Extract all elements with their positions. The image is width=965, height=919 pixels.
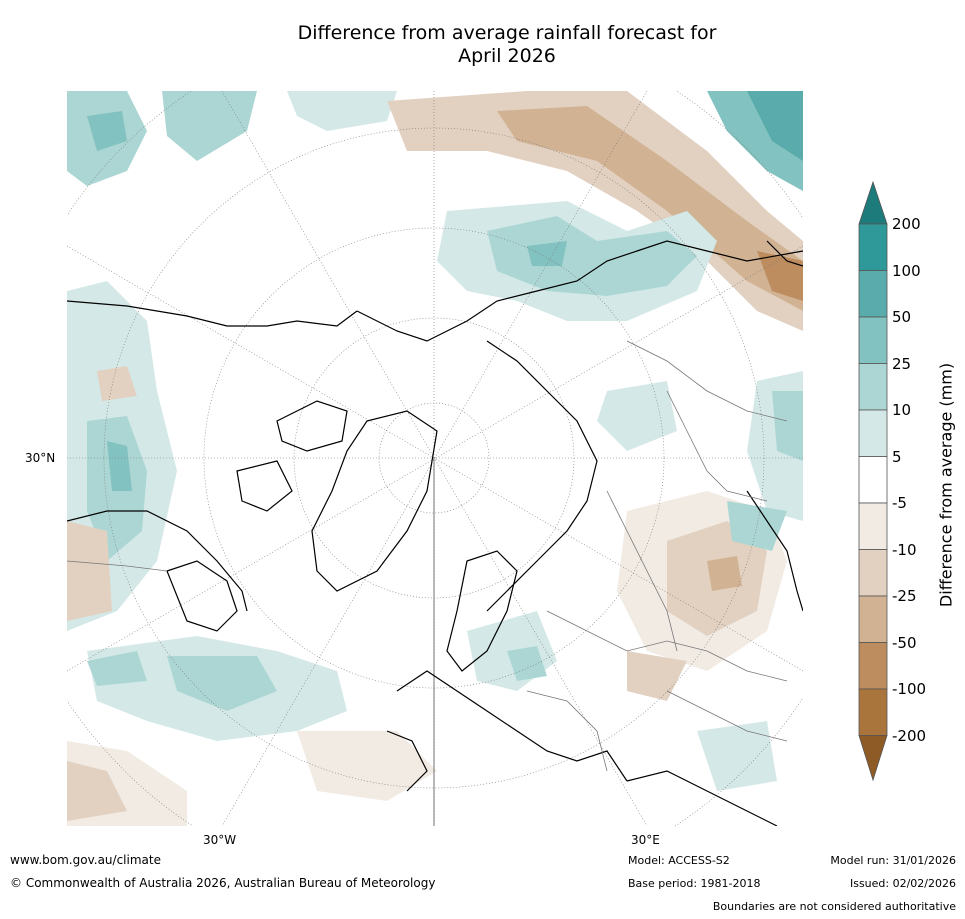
anomaly-region (747, 91, 803, 161)
anomaly-region (67, 521, 112, 621)
anomaly-fill-layer (67, 91, 803, 826)
coastline-arctic-canada (276, 400, 348, 452)
anomaly-region (87, 111, 127, 151)
model-name: Model: ACCESS-S2 (628, 854, 730, 867)
anomaly-region (497, 106, 803, 311)
colorbar-bin (858, 409, 888, 457)
colorbar-tick-label: -10 (892, 541, 917, 559)
colorbar-bin (858, 642, 888, 690)
coastline-north-america (166, 560, 238, 632)
coastline-scandinavia (446, 550, 518, 672)
colorbar (857, 180, 957, 785)
base-period: Base period: 1981-2018 (628, 877, 761, 890)
coastline-arctic-canada (236, 460, 293, 512)
meridian (67, 245, 803, 672)
colorbar-tick-label: -25 (892, 587, 917, 605)
map-title: Difference from average rainfall forecas… (67, 22, 947, 68)
anomaly-region (387, 91, 803, 331)
meridian (221, 91, 648, 826)
anomaly-region (597, 381, 677, 451)
anomaly-region (87, 651, 147, 686)
copyright-text: © Commonwealth of Australia 2026, Austra… (10, 876, 436, 890)
coastline-europe (626, 770, 778, 826)
anomaly-region (772, 391, 803, 461)
colorbar-extend-bottom (858, 735, 888, 782)
colorbar-bin (858, 549, 888, 597)
lon-label-30w: 30°W (203, 833, 237, 847)
colorbar-bin (858, 456, 888, 504)
coastline-europe (386, 670, 628, 792)
colorbar-tick-label: -100 (892, 680, 927, 698)
border (606, 490, 678, 652)
anomaly-region (287, 91, 397, 131)
coastline-greenland (311, 410, 438, 592)
anomaly-region (627, 651, 687, 701)
coastline-asia-east (746, 490, 803, 612)
colorbar-tick-label: 10 (892, 401, 912, 419)
border (546, 610, 788, 682)
colorbar-tick-label: -5 (892, 494, 907, 512)
anomaly-region (97, 366, 137, 401)
border (666, 690, 788, 742)
lat-label-30n: 30°N (25, 451, 56, 465)
anomaly-region (167, 656, 277, 711)
coastline-eurasia (486, 340, 598, 612)
title-line-2: April 2026 (458, 45, 556, 67)
colorbar-svg (858, 180, 888, 782)
anomaly-region (727, 501, 787, 551)
border (526, 690, 608, 772)
colorbar-title: Difference from average (mm) (936, 362, 956, 608)
colorbar-tick-label: 25 (892, 355, 912, 373)
colorbar-bin (858, 316, 888, 364)
anomaly-region (297, 731, 437, 801)
colorbar-tick-label: 200 (892, 215, 921, 233)
colorbar-tick-label: 100 (892, 262, 921, 280)
border (666, 390, 768, 502)
issued-date: Issued: 02/02/2026 (849, 877, 956, 890)
border (626, 340, 788, 422)
anomaly-region (162, 91, 257, 161)
anomaly-region (707, 556, 742, 591)
colorbar-bin (858, 502, 888, 550)
colorbar-bin (858, 595, 888, 643)
website-link[interactable]: www.bom.gov.au/climate (10, 853, 161, 867)
colorbar-bin (858, 688, 888, 736)
colorbar-tick-label: 5 (892, 448, 902, 466)
colorbar-tick-label: -50 (892, 634, 917, 652)
border (67, 560, 168, 572)
colorbar-extend-top (858, 180, 888, 225)
coastline-eurasia (356, 240, 803, 342)
anomaly-region (487, 216, 697, 296)
meridian (221, 91, 648, 826)
anomaly-region (107, 441, 132, 491)
coastlines (67, 240, 803, 826)
anomaly-region (527, 241, 567, 266)
colorbar-tick-label: 50 (892, 308, 912, 326)
anomaly-region (697, 721, 777, 791)
anomaly-region (67, 761, 127, 821)
coastline-asia-east (766, 240, 803, 267)
country-borders (67, 340, 788, 772)
lon-label-30e: 30°E (631, 833, 660, 847)
coastline-north-america (67, 300, 358, 612)
map-svg (67, 91, 803, 826)
colorbar-bin (858, 223, 888, 271)
model-run: Model run: 31/01/2026 (830, 854, 956, 867)
rainfall-anomaly-map (67, 91, 803, 826)
colorbar-tick-label: -200 (892, 727, 927, 745)
boundary-disclaimer: Boundaries are not considered authoritat… (712, 900, 956, 913)
colorbar-bin (858, 270, 888, 318)
anomaly-region (757, 251, 803, 301)
title-line-1: Difference from average rainfall forecas… (297, 22, 717, 44)
colorbar-bin (858, 363, 888, 411)
